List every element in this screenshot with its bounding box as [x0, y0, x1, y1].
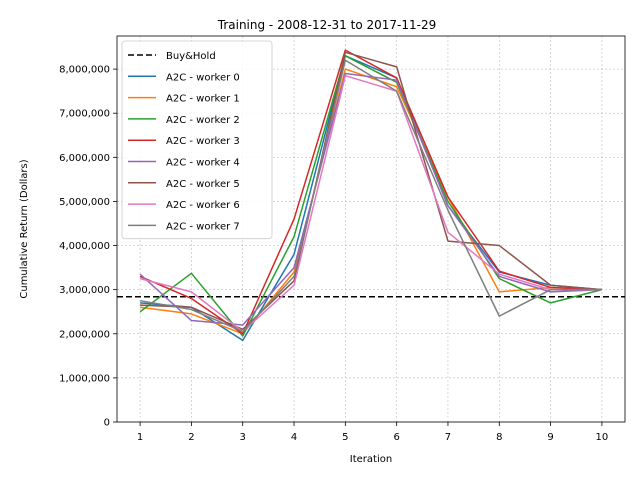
- legend-label: A2C - worker 0: [166, 72, 240, 83]
- series-line-worker-4: [139, 72, 602, 326]
- x-tick-label: 10: [596, 432, 609, 443]
- legend-label: A2C - worker 5: [166, 179, 240, 190]
- legend-label: A2C - worker 1: [166, 94, 240, 105]
- legend-label: A2C - worker 3: [166, 136, 240, 147]
- x-tick-label: 5: [342, 432, 348, 443]
- legend: Buy&Hold A2C - worker 0 A2C - worker 1 A2C …: [121, 40, 273, 240]
- y-tick-label: 6,000,000: [59, 153, 110, 164]
- y-tick-label: 1,000,000: [59, 373, 110, 384]
- y-tick-label: 0: [104, 418, 110, 429]
- y-tick-label: 8,000,000: [59, 65, 110, 76]
- x-tick-label: 8: [496, 432, 502, 443]
- x-tick-label: 2: [188, 432, 194, 443]
- x-tick-label: 3: [240, 432, 246, 443]
- x-tick-label: 7: [445, 432, 451, 443]
- chart-title: Training - 2008-12-31 to 2017-11-29: [217, 18, 436, 32]
- series-line-worker-1: [139, 68, 602, 335]
- legend-label: A2C - worker 7: [166, 221, 240, 232]
- x-tick-label: 4: [291, 432, 297, 443]
- series-line-worker-6: [139, 74, 602, 333]
- y-tick-label: 3,000,000: [59, 285, 110, 296]
- series-line-worker-7: [139, 59, 602, 333]
- x-axis-label: Iteration: [350, 454, 392, 465]
- legend-label: Buy&Hold: [166, 51, 216, 62]
- y-tick-label: 4,000,000: [59, 241, 110, 252]
- plot-frame: [116, 35, 626, 423]
- series-lines: [117, 49, 625, 342]
- x-tick-label: 1: [137, 432, 143, 443]
- y-axis-label: Cumulative Return (Dollars): [19, 159, 30, 298]
- legend-box: [121, 40, 273, 240]
- series-line-worker-2: [139, 55, 603, 337]
- x-axis: 1 2 3 4 5 6 7 8 9 10: [137, 422, 608, 443]
- series-line-worker-5: [140, 51, 602, 331]
- x-tick-label: 6: [393, 432, 399, 443]
- y-tick-label: 5,000,000: [59, 197, 110, 208]
- x-tick-label: 9: [547, 432, 553, 443]
- y-tick-label: 7,000,000: [59, 109, 110, 120]
- y-axis: 0 1,000,000 2,000,000 3,000,000 4,000,000 5,0…: [59, 65, 117, 429]
- legend-label: A2C - worker 6: [166, 200, 240, 211]
- y-tick-label: 2,000,000: [59, 329, 110, 340]
- series-line-worker-3: [139, 49, 602, 335]
- legend-label: A2C - worker 2: [166, 115, 240, 126]
- legend-label: A2C - worker 4: [166, 158, 240, 169]
